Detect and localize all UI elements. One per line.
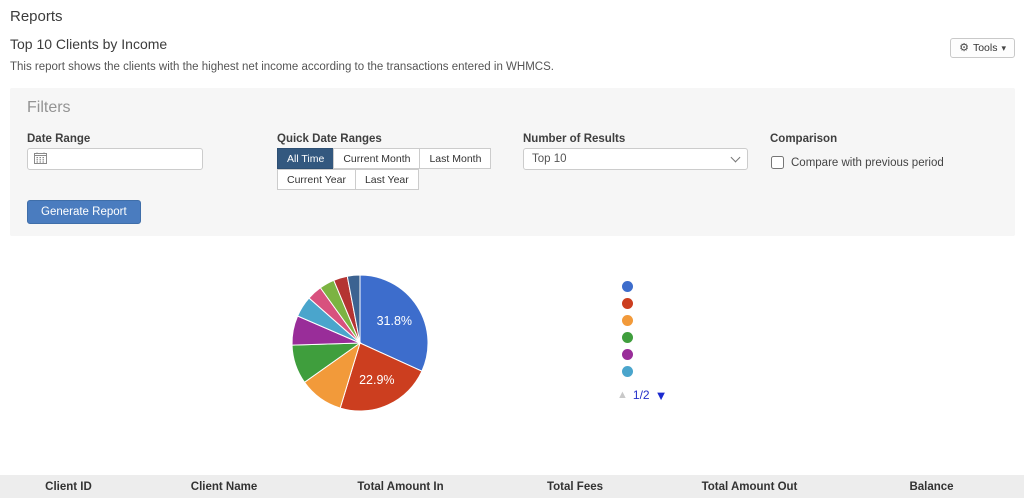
legend-prev-icon[interactable]: ▲ bbox=[617, 388, 628, 401]
quick-range-last-year[interactable]: Last Year bbox=[354, 169, 419, 190]
generate-report-button[interactable]: Generate Report bbox=[27, 200, 141, 224]
filters-heading: Filters bbox=[27, 99, 71, 116]
quick-range-last-month[interactable]: Last Month bbox=[419, 148, 492, 169]
column-header-total-fees[interactable]: Total Fees bbox=[546, 480, 604, 493]
legend-next-icon[interactable]: ▼ bbox=[654, 387, 668, 403]
quick-ranges-row-2: Current Year Last Year bbox=[277, 169, 419, 190]
compare-previous-period-checkbox[interactable] bbox=[771, 156, 784, 169]
pie-slice-label: 22.9% bbox=[359, 373, 394, 387]
pie-slice[interactable] bbox=[359, 274, 429, 372]
legend-pager: ▲ 1/2 ▼ bbox=[617, 388, 667, 402]
legend-dot[interactable] bbox=[622, 332, 633, 343]
gears-icon: ⚙ bbox=[959, 41, 969, 54]
column-header-total-amount-in[interactable]: Total Amount In bbox=[357, 480, 444, 493]
caret-down-icon: ▾ bbox=[1001, 42, 1006, 53]
chevron-down-icon bbox=[730, 152, 741, 163]
legend-dot[interactable] bbox=[622, 366, 633, 377]
pie-slice[interactable] bbox=[339, 342, 423, 412]
number-of-results-select[interactable]: Top 10 bbox=[523, 148, 748, 170]
quick-date-ranges-label: Quick Date Ranges bbox=[277, 133, 382, 145]
column-header-balance[interactable]: Balance bbox=[909, 480, 954, 493]
number-of-results-value: Top 10 bbox=[532, 153, 567, 165]
tools-button-label: Tools bbox=[972, 42, 998, 54]
tools-button[interactable]: ⚙ Tools ▾ bbox=[950, 38, 1015, 58]
filters-panel: Filters Date Range Quick Date Ranges All… bbox=[10, 88, 1015, 236]
column-header-total-amount-out[interactable]: Total Amount Out bbox=[701, 480, 798, 493]
number-of-results-label: Number of Results bbox=[523, 133, 626, 145]
pie-slice[interactable] bbox=[346, 274, 361, 344]
quick-ranges-row-1: All Time Current Month Last Month bbox=[277, 148, 492, 169]
report-title: Top 10 Clients by Income bbox=[10, 36, 168, 52]
pie-slice-label: 31.8% bbox=[377, 314, 412, 328]
quick-range-all-time[interactable]: All Time bbox=[277, 148, 335, 169]
date-range-label: Date Range bbox=[27, 133, 91, 145]
report-description: This report shows the clients with the h… bbox=[10, 61, 554, 73]
pie-chart: 31.8% 22.9% bbox=[291, 274, 429, 412]
chart-legend bbox=[622, 281, 633, 383]
quick-range-current-month[interactable]: Current Month bbox=[333, 148, 421, 169]
column-header-client-id[interactable]: Client ID bbox=[45, 480, 92, 493]
legend-dot[interactable] bbox=[622, 281, 633, 292]
legend-dot[interactable] bbox=[622, 349, 633, 360]
quick-range-current-year[interactable]: Current Year bbox=[277, 169, 356, 190]
date-range-input[interactable] bbox=[27, 148, 203, 170]
compare-previous-period-label: Compare with previous period bbox=[791, 157, 944, 169]
comparison-label: Comparison bbox=[770, 133, 838, 145]
column-header-client-name[interactable]: Client Name bbox=[190, 480, 258, 493]
page-title: Reports bbox=[10, 8, 63, 25]
legend-dot[interactable] bbox=[622, 298, 633, 309]
legend-page-indicator: 1/2 bbox=[632, 388, 650, 402]
results-table-header: Client ID Client Name Total Amount In To… bbox=[0, 475, 1024, 498]
legend-dot[interactable] bbox=[622, 315, 633, 326]
